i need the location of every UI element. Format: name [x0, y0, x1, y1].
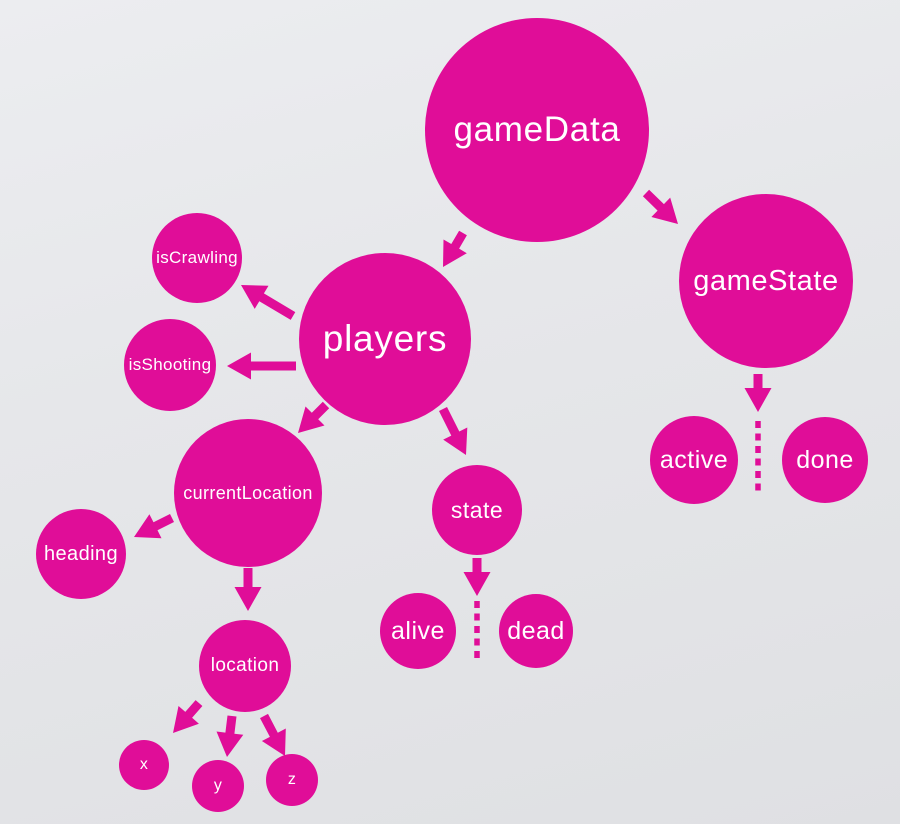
- node-dead-label: dead: [507, 616, 565, 645]
- node-done-label: done: [796, 445, 854, 474]
- node-gamestate-label: gameState: [693, 264, 839, 297]
- arrow-gamestate-values: [744, 374, 772, 412]
- node-gamedata-label: gameData: [453, 109, 621, 149]
- node-currentlocation: currentLocation: [174, 419, 322, 567]
- node-iscrawling-label: isCrawling: [156, 248, 238, 268]
- arrow-currentlocation-heading: [134, 514, 174, 539]
- node-y-label: y: [213, 776, 223, 794]
- arrow-currentlocation-location: [234, 568, 262, 611]
- arrow-players-state: [439, 407, 468, 455]
- node-done: done: [782, 417, 868, 503]
- node-currentlocation-label: currentLocation: [183, 482, 313, 503]
- node-alive-label: alive: [391, 616, 445, 645]
- node-state: state: [432, 465, 522, 555]
- node-active: active: [650, 416, 738, 504]
- arrow-location-y: [216, 715, 244, 757]
- node-players-label: players: [322, 317, 448, 359]
- arrow-location-z: [260, 713, 286, 756]
- node-dead: dead: [499, 594, 573, 668]
- node-heading-label: heading: [44, 542, 118, 565]
- node-gamedata: gameData: [425, 18, 649, 242]
- node-isshooting-label: isShooting: [128, 355, 212, 375]
- arrow-players-isshooting: [227, 352, 296, 380]
- arrow-state-values: [463, 558, 491, 596]
- arrow-players-currentlocation: [298, 401, 330, 433]
- node-alive: alive: [380, 593, 456, 669]
- node-z: z: [266, 754, 318, 806]
- node-z-label: z: [287, 770, 297, 788]
- node-gamestate: gameState: [679, 194, 853, 368]
- node-x: x: [119, 740, 169, 790]
- node-iscrawling: isCrawling: [152, 213, 242, 303]
- arrow-players-iscrawling: [241, 285, 296, 320]
- node-x-label: x: [139, 755, 149, 773]
- node-state-label: state: [450, 496, 504, 523]
- node-heading: heading: [36, 509, 126, 599]
- node-location: location: [199, 620, 291, 712]
- node-location-label: location: [210, 655, 280, 677]
- node-players: players: [299, 253, 471, 425]
- arrow-gamedata-gamestate: [642, 189, 678, 224]
- arrow-gamedata-players: [443, 230, 467, 267]
- node-y: y: [192, 760, 244, 812]
- node-active-label: active: [659, 445, 729, 474]
- arrow-location-x: [173, 700, 203, 733]
- node-isshooting: isShooting: [124, 319, 216, 411]
